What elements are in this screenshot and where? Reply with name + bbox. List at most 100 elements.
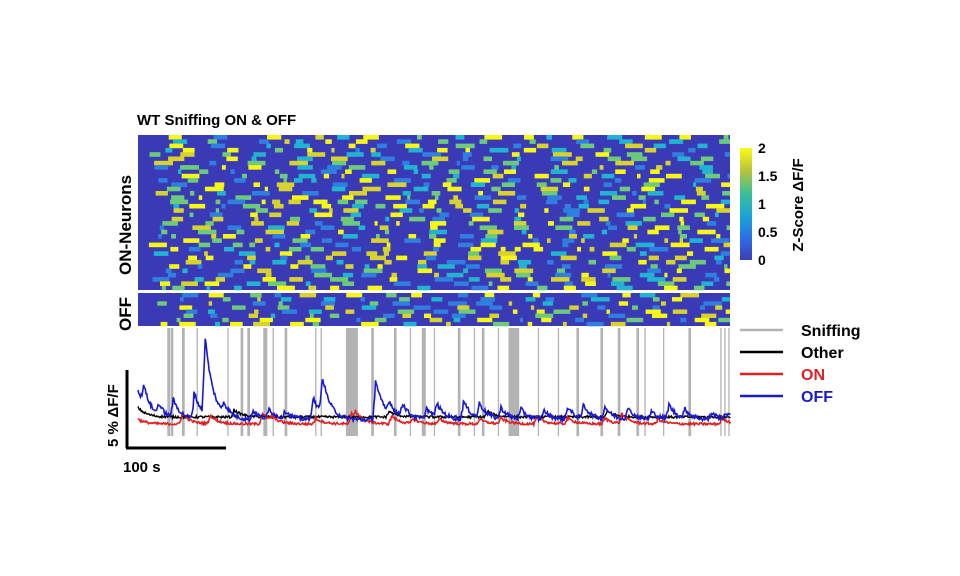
heatmap-cell <box>458 242 474 248</box>
heatmap-cell <box>601 229 608 235</box>
heatmap-cell <box>188 255 197 261</box>
heatmap-cell <box>468 251 480 256</box>
heatmap-cell <box>282 309 297 314</box>
heatmap-cell <box>370 147 376 153</box>
heatmap-cell <box>204 186 224 192</box>
heatmap-cell <box>462 152 472 157</box>
heatmap-cell <box>215 208 220 213</box>
heatmap-cell <box>361 305 377 310</box>
heatmap-cell <box>210 143 225 149</box>
heatmap-cell <box>310 264 326 269</box>
heatmap-cell <box>664 238 669 243</box>
heatmap-cell <box>235 195 252 200</box>
heatmap-cell <box>421 173 431 179</box>
heatmap-cell <box>572 135 584 140</box>
heatmap-cell <box>468 255 482 261</box>
heatmap-cell <box>205 255 214 261</box>
heatmap-cell <box>161 285 166 291</box>
heatmap-cell <box>702 216 710 222</box>
heatmap-cell <box>622 238 629 243</box>
heatmap-cell <box>300 234 311 239</box>
heatmap-cell <box>639 272 655 278</box>
heatmap-cell <box>215 199 221 205</box>
heatmap-cell <box>267 135 282 140</box>
heatmap-cell <box>550 169 568 174</box>
sniffing-epochs <box>167 328 730 436</box>
heatmap-cell <box>470 246 482 252</box>
heatmap-cell <box>552 152 572 157</box>
heatmap-cell <box>643 216 656 222</box>
heatmap-cell <box>674 195 686 200</box>
heatmap-cell <box>681 199 696 205</box>
heatmap-cell <box>595 152 610 157</box>
heatmap-cell <box>297 259 313 265</box>
heatmap-cell <box>497 285 510 291</box>
sniffing-epoch <box>617 328 621 436</box>
heatmap-cell <box>404 165 418 170</box>
heatmap-cell <box>305 255 310 261</box>
heatmap-cell <box>387 169 397 174</box>
heatmap-cell <box>255 208 268 213</box>
off-neurons-label: OFF <box>116 297 135 331</box>
heatmap-cell <box>726 225 730 230</box>
heatmap-cell <box>254 216 259 222</box>
sniffing-epoch <box>720 328 722 436</box>
heatmap-cell <box>292 195 309 200</box>
heatmap-cell <box>321 203 332 209</box>
heatmap-cell <box>697 143 708 149</box>
heatmap-cell <box>489 313 499 318</box>
heatmap-cell <box>488 208 502 213</box>
heatmap-cell <box>154 160 173 166</box>
heatmap-cell <box>639 251 647 256</box>
colorbar-tick-label: 2 <box>758 140 766 156</box>
heatmap-cell <box>305 317 321 323</box>
heatmap-cell <box>197 264 203 269</box>
heatmap-cell <box>192 225 211 230</box>
heatmap-cell <box>221 203 226 209</box>
heatmap-cell <box>331 156 348 162</box>
heatmap-cell <box>654 199 659 205</box>
heatmap-cell <box>215 277 225 282</box>
heatmap-cell <box>653 143 666 149</box>
heatmap-cell <box>375 203 386 209</box>
heatmap-cell <box>547 259 554 265</box>
heatmap-cell <box>694 178 712 183</box>
heatmap-cell <box>723 135 729 140</box>
heatmap-cell <box>500 246 506 252</box>
heatmap-cell <box>563 285 576 291</box>
heatmap-cell <box>688 147 696 153</box>
heatmap-cell <box>160 281 171 286</box>
heatmap-cell <box>590 297 610 302</box>
heatmap-cell <box>555 225 573 230</box>
heatmap-cell <box>284 139 290 144</box>
heatmap-cell <box>397 309 415 314</box>
heatmap-cell <box>647 191 664 196</box>
heatmap-cell <box>514 208 519 213</box>
heatmap-cell <box>232 242 243 248</box>
heatmap-cell <box>633 234 637 239</box>
heatmap-cell <box>330 277 349 282</box>
heatmap-cell <box>300 242 311 248</box>
heatmap-cell <box>583 199 589 205</box>
heatmap-cell <box>402 160 410 166</box>
heatmap-cell <box>669 208 688 213</box>
heatmap-cell <box>652 313 668 318</box>
heatmap-cell <box>438 139 449 144</box>
heatmap-cell <box>198 229 217 235</box>
heatmap-cell <box>168 135 182 140</box>
heatmap-cell <box>601 173 615 179</box>
heatmap-cell <box>448 301 467 306</box>
heatmap-cell <box>575 156 583 162</box>
heatmap-cell <box>724 268 730 274</box>
heatmap-cell <box>453 173 460 179</box>
heatmap-cell <box>706 221 717 226</box>
heatmap-cell <box>153 251 169 256</box>
heatmap-cell <box>417 285 431 291</box>
heatmap-cell <box>308 285 317 291</box>
heatmap-cell <box>680 221 685 226</box>
heatmap-cell <box>569 305 579 310</box>
heatmap-cell <box>541 191 558 196</box>
heatmap-cell <box>386 242 391 248</box>
heatmap-cell <box>419 208 424 213</box>
